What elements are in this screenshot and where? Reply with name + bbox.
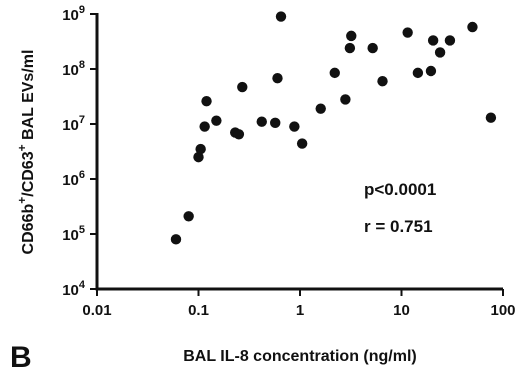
axes: 0.01 0.1 1 10 100 104 105 106 107 108 109	[62, 4, 515, 319]
data-point	[195, 143, 206, 155]
data-point	[427, 35, 439, 46]
data-points	[170, 11, 497, 245]
data-point	[346, 30, 357, 42]
y-tick-label: 108	[62, 59, 85, 79]
x-tick-label: 1	[296, 302, 304, 319]
y-tick-label: 109	[62, 4, 85, 24]
data-point	[344, 42, 356, 54]
p-value-annotation: p<0.0001	[364, 180, 436, 199]
data-point	[367, 42, 378, 54]
data-point	[275, 11, 287, 22]
data-point	[233, 129, 245, 140]
data-point	[289, 121, 300, 132]
data-point	[237, 81, 248, 93]
data-point	[170, 234, 182, 245]
y-tick-label: 105	[62, 224, 85, 244]
data-point	[412, 67, 424, 79]
y-tick-label: 106	[62, 169, 85, 189]
x-tick-label: 0.1	[188, 302, 209, 319]
data-point	[256, 116, 267, 127]
data-point	[444, 35, 456, 46]
r-value-annotation: r = 0.751	[364, 217, 433, 236]
data-point	[199, 121, 210, 132]
data-point	[193, 151, 204, 163]
data-point	[340, 94, 351, 105]
data-point	[329, 67, 340, 79]
data-point	[272, 73, 283, 84]
data-point	[485, 112, 497, 123]
data-point	[296, 138, 308, 149]
y-tick-label: 104	[62, 279, 86, 299]
panel-letter: B	[10, 341, 32, 370]
data-point	[434, 47, 446, 58]
x-axis-title: BAL IL-8 concentration (ng/ml)	[183, 348, 416, 365]
data-point	[211, 115, 222, 126]
data-point	[425, 65, 437, 77]
data-point	[402, 27, 413, 38]
data-point	[270, 117, 281, 129]
data-point	[377, 76, 388, 87]
x-tick-label: 0.01	[82, 302, 111, 319]
y-axis-title: CD66b+/CD63+ BAL EVs/ml	[15, 50, 37, 255]
data-point	[315, 103, 326, 114]
data-point	[201, 95, 212, 107]
data-point	[467, 21, 478, 33]
x-tick-label: 100	[490, 302, 515, 319]
data-point	[183, 211, 194, 222]
y-tick-label: 107	[62, 114, 85, 134]
x-tick-label: 10	[393, 302, 410, 319]
